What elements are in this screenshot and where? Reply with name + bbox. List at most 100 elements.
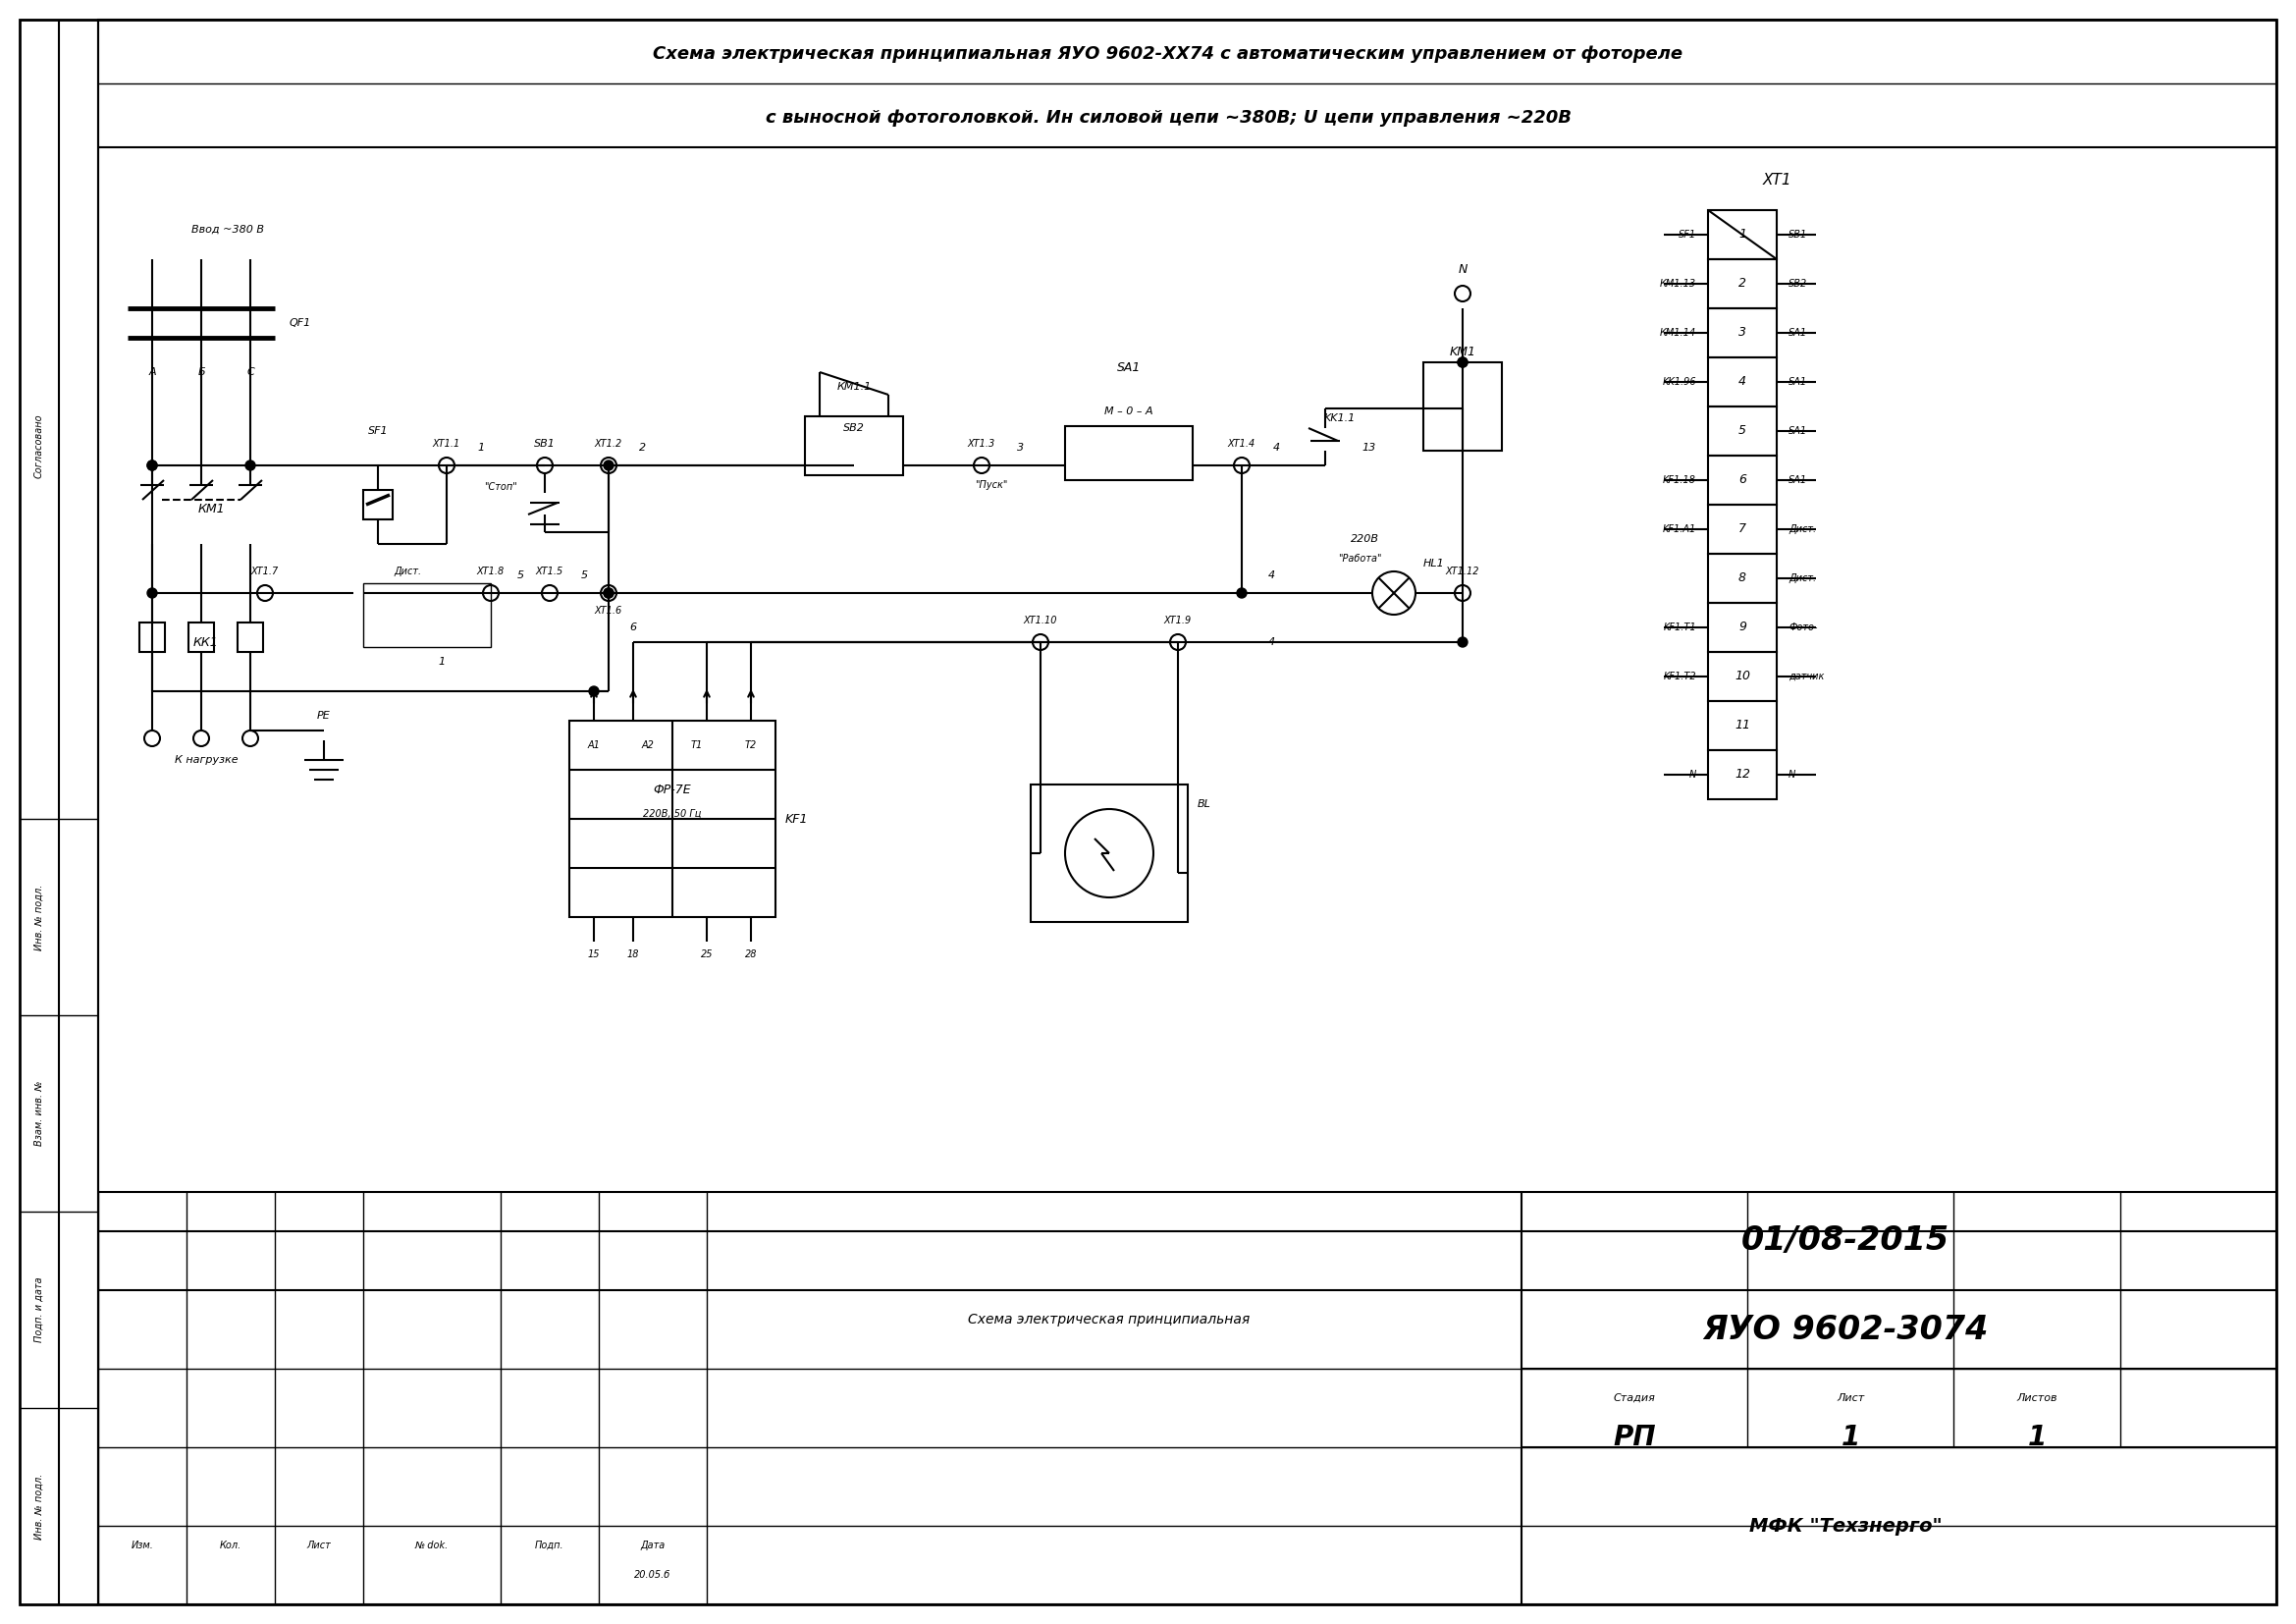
Circle shape bbox=[147, 461, 156, 471]
Text: 3: 3 bbox=[1017, 443, 1024, 453]
Text: Лист: Лист bbox=[308, 1541, 331, 1551]
Text: XT1: XT1 bbox=[1763, 174, 1791, 188]
Text: KF1.A1: KF1.A1 bbox=[1662, 525, 1697, 534]
Text: датчик: датчик bbox=[1789, 672, 1825, 682]
Text: 2: 2 bbox=[1738, 278, 1747, 291]
Bar bbox=[1708, 209, 1777, 260]
Text: XT1.10: XT1.10 bbox=[1024, 615, 1058, 625]
Text: SB2: SB2 bbox=[843, 424, 866, 434]
Bar bbox=[1065, 425, 1192, 481]
Text: SA1: SA1 bbox=[1789, 476, 1807, 486]
Text: Стадия: Стадия bbox=[1614, 1393, 1655, 1403]
Bar bbox=[188, 622, 214, 651]
Circle shape bbox=[604, 588, 613, 598]
Circle shape bbox=[1458, 357, 1467, 367]
Bar bbox=[1708, 651, 1777, 702]
Text: 4: 4 bbox=[1272, 443, 1279, 453]
Text: Ввод ~380 В: Ввод ~380 В bbox=[191, 224, 264, 234]
Text: М – 0 – А: М – 0 – А bbox=[1104, 406, 1153, 416]
Text: KM1: KM1 bbox=[1449, 346, 1476, 359]
Text: "Стоп": "Стоп" bbox=[484, 482, 517, 492]
Text: КМ1.14: КМ1.14 bbox=[1660, 328, 1697, 338]
Text: Согласовано: Согласовано bbox=[34, 414, 44, 477]
Text: 1: 1 bbox=[1841, 1424, 1860, 1452]
Bar bbox=[1708, 309, 1777, 357]
Text: Кол.: Кол. bbox=[220, 1541, 241, 1551]
Text: KF1.T1: KF1.T1 bbox=[1662, 622, 1697, 632]
Text: SF1: SF1 bbox=[367, 425, 388, 435]
Bar bbox=[1708, 603, 1777, 651]
Bar bbox=[140, 622, 165, 651]
Bar bbox=[1708, 456, 1777, 505]
Text: Подп. и дата: Подп. и дата bbox=[34, 1276, 44, 1343]
Text: XT1.3: XT1.3 bbox=[967, 438, 996, 448]
Circle shape bbox=[147, 461, 156, 471]
Text: 4: 4 bbox=[1267, 637, 1274, 646]
Text: Дист.: Дист. bbox=[393, 567, 420, 577]
Text: 10: 10 bbox=[1733, 671, 1750, 682]
Text: 1: 1 bbox=[2027, 1424, 2046, 1452]
Text: 1: 1 bbox=[439, 656, 445, 667]
Text: XT1.7: XT1.7 bbox=[250, 567, 278, 577]
Text: МФК "Техзнерго": МФК "Техзнерго" bbox=[1750, 1517, 1942, 1535]
Bar bbox=[1031, 784, 1187, 922]
Bar bbox=[1708, 260, 1777, 309]
Bar bbox=[1708, 702, 1777, 750]
Text: HL1: HL1 bbox=[1424, 559, 1444, 568]
Text: Фото-: Фото- bbox=[1789, 622, 1818, 632]
Bar bbox=[236, 622, 264, 651]
Text: SA1: SA1 bbox=[1789, 377, 1807, 387]
Circle shape bbox=[1458, 637, 1467, 646]
Text: 6: 6 bbox=[629, 622, 636, 632]
Text: PE: PE bbox=[317, 711, 331, 721]
Text: SB1: SB1 bbox=[535, 438, 556, 448]
Text: 9: 9 bbox=[1738, 620, 1747, 633]
Text: SA1: SA1 bbox=[1789, 425, 1807, 435]
Text: Дист.: Дист. bbox=[1789, 573, 1816, 583]
Text: № dok.: № dok. bbox=[416, 1541, 448, 1551]
Text: QF1: QF1 bbox=[289, 318, 312, 328]
Text: XT1.5: XT1.5 bbox=[535, 567, 563, 577]
Text: XT1.8: XT1.8 bbox=[478, 567, 505, 577]
Text: A2: A2 bbox=[641, 741, 654, 750]
Text: 7: 7 bbox=[1738, 523, 1747, 536]
Text: KF1: KF1 bbox=[785, 812, 808, 825]
Text: 5: 5 bbox=[1738, 424, 1747, 437]
Text: Схема электрическая принципиальная: Схема электрическая принципиальная bbox=[969, 1312, 1251, 1327]
Text: T2: T2 bbox=[744, 741, 758, 750]
Text: 2: 2 bbox=[641, 443, 647, 453]
Text: Инв. № подл.: Инв. № подл. bbox=[34, 883, 44, 950]
Text: 25: 25 bbox=[700, 950, 712, 960]
Text: 01/08-2015: 01/08-2015 bbox=[1740, 1224, 1949, 1257]
Text: 12: 12 bbox=[1733, 768, 1750, 781]
Text: 20.05.б: 20.05.б bbox=[634, 1570, 670, 1580]
Text: Листов: Листов bbox=[2016, 1393, 2057, 1403]
Text: XT1.1: XT1.1 bbox=[432, 438, 461, 448]
Text: KF1.18: KF1.18 bbox=[1662, 476, 1697, 486]
Bar bbox=[1708, 554, 1777, 603]
Text: 1: 1 bbox=[478, 443, 484, 453]
Text: N: N bbox=[1458, 263, 1467, 276]
Text: SB2: SB2 bbox=[1789, 279, 1807, 289]
Bar bbox=[1708, 750, 1777, 799]
Circle shape bbox=[1238, 588, 1247, 598]
Bar bbox=[569, 721, 776, 918]
Text: Подп.: Подп. bbox=[535, 1541, 565, 1551]
Bar bbox=[363, 583, 491, 646]
Text: "Пуск": "Пуск" bbox=[976, 481, 1008, 490]
Text: КМ1.1: КМ1.1 bbox=[836, 382, 870, 391]
Text: 220В, 50 Гц: 220В, 50 Гц bbox=[643, 809, 703, 818]
Text: 15: 15 bbox=[588, 950, 599, 960]
Text: C: C bbox=[246, 367, 255, 377]
Text: XT1.6: XT1.6 bbox=[595, 606, 622, 615]
Text: XT1.4: XT1.4 bbox=[1228, 438, 1256, 448]
Text: SA1: SA1 bbox=[1789, 328, 1807, 338]
Text: 3: 3 bbox=[1738, 326, 1747, 339]
Text: XT1.2: XT1.2 bbox=[595, 438, 622, 448]
Text: 5: 5 bbox=[517, 570, 523, 580]
Text: 5: 5 bbox=[581, 570, 588, 580]
Text: SB1: SB1 bbox=[1789, 229, 1807, 240]
Text: A1: A1 bbox=[588, 741, 599, 750]
Text: Схема электрическая принципиальная ЯУО 9602-ХХ74 с автоматическим управлением от: Схема электрическая принципиальная ЯУО 9… bbox=[652, 45, 1683, 63]
Text: KK1.96: KK1.96 bbox=[1662, 377, 1697, 387]
